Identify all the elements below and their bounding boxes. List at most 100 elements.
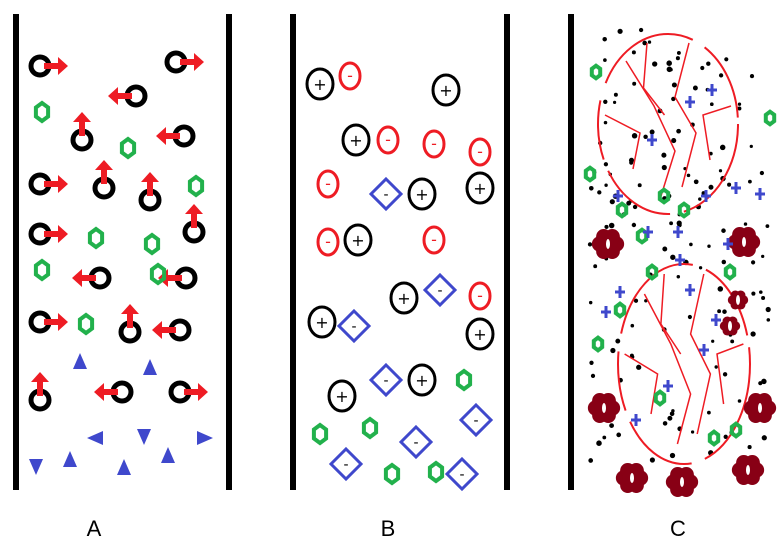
small-dot-particle (632, 81, 637, 86)
small-dot-particle (604, 183, 608, 187)
negative-diamond-ion: - (368, 362, 404, 398)
crack-line (625, 60, 676, 197)
flower-particle (719, 316, 741, 336)
small-dot-particle (649, 129, 655, 135)
ion-ring (407, 177, 437, 211)
crack-line (689, 273, 712, 435)
molecule-with-arrow (92, 160, 116, 200)
positive-ion: + (343, 223, 373, 257)
neutral-hex-particle (645, 263, 659, 281)
small-dot-particle (750, 331, 756, 337)
small-dot-particle (761, 295, 766, 301)
ion-ring (465, 317, 495, 351)
small-dot-particle (661, 152, 667, 158)
minus-sign: - (477, 286, 483, 305)
small-positive-particle (711, 314, 721, 326)
small-dot-particle (630, 323, 635, 328)
small-dot-particle (669, 411, 675, 417)
molecule-with-arrow (28, 54, 68, 78)
direction-arrow (31, 372, 49, 396)
ion-ring (343, 223, 373, 257)
small-dot-particle (747, 445, 752, 450)
neutral-hex-particle (763, 109, 777, 127)
small-dot-particle (698, 197, 702, 201)
ion-ring (305, 67, 335, 101)
small-dot-particle (670, 254, 676, 260)
negative-ion: - (468, 137, 492, 167)
molecule-with-arrow (164, 50, 204, 74)
positive-ion: + (389, 281, 419, 315)
direction-arrow (184, 383, 208, 401)
negative-diamond-ion: - (458, 402, 494, 438)
minus-sign: - (413, 435, 418, 451)
cell-outline (597, 33, 739, 215)
highlight (736, 295, 740, 305)
small-dot-particle (637, 183, 642, 188)
direction-arrow (73, 112, 91, 136)
negative-ion: - (316, 227, 340, 257)
ion-ring (316, 169, 340, 199)
direction-arrow (141, 172, 159, 196)
small-dot-particle (666, 60, 672, 66)
direction-arrow (44, 313, 68, 331)
small-dot-particle (602, 435, 607, 440)
molecule-with-arrow (94, 380, 134, 404)
panel-b-particles: + + + + + + + + + + + - - - - - - - - - - - - - - - - (305, 61, 495, 492)
crack-line (604, 114, 641, 170)
small-positive-particle (731, 182, 741, 194)
molecule-with-arrow (28, 172, 68, 196)
minus-sign: - (325, 232, 331, 251)
small-positive-particle (647, 134, 657, 146)
minus-sign: - (477, 142, 483, 161)
molecule-with-arrow (108, 84, 148, 108)
small-positive-particle (613, 190, 623, 202)
triangle-particle (197, 431, 213, 445)
small-dot-particle (609, 423, 614, 428)
small-dot-particle (708, 184, 714, 190)
panel-c-particles (583, 27, 777, 498)
negative-diamond-ion: - (336, 308, 372, 344)
triangle-particle (143, 359, 157, 375)
ion-ring (431, 73, 461, 107)
diamond-outline (368, 362, 404, 398)
triangle-particle (29, 459, 43, 475)
crack-line (643, 293, 692, 445)
minus-sign: - (325, 174, 331, 193)
small-dot-particle (675, 56, 680, 61)
small-dot-particle (671, 409, 675, 413)
small-positive-particle (601, 306, 611, 318)
molecule-with-arrow (152, 318, 192, 342)
crack-line (642, 42, 666, 116)
small-dot-particle (721, 228, 726, 233)
small-dot-particle (588, 300, 593, 305)
negative-diamond-ion: - (368, 176, 404, 212)
ion-ring (407, 363, 437, 397)
positive-ion: + (465, 317, 495, 351)
small-dot-particle (629, 353, 634, 358)
small-dot-particle (647, 40, 652, 44)
crack-line (624, 353, 659, 415)
ion-ring (468, 281, 492, 311)
minus-sign: - (351, 319, 356, 335)
plus-sign: + (315, 313, 328, 332)
small-dot-particle (610, 347, 616, 354)
small-positive-particle (631, 414, 641, 426)
small-dot-particle (593, 264, 598, 269)
small-dot-particle (717, 286, 724, 292)
panel-wall (568, 14, 574, 490)
neutral-hex-particle (143, 232, 161, 256)
small-dot-particle (633, 298, 639, 303)
small-dot-particle (631, 50, 636, 55)
direction-arrow (72, 269, 96, 287)
small-dot-particle (649, 457, 655, 463)
highlight (630, 473, 634, 483)
panel-walls (13, 14, 574, 490)
small-dot-particle (587, 242, 593, 247)
small-dot-particle (638, 27, 644, 33)
plus-sign: + (415, 185, 428, 204)
small-dot-particle (723, 434, 728, 439)
flower-particle (727, 290, 749, 310)
flower-particle (587, 392, 621, 424)
molecule-with-arrow (156, 124, 196, 148)
triangle-particle (161, 447, 175, 463)
